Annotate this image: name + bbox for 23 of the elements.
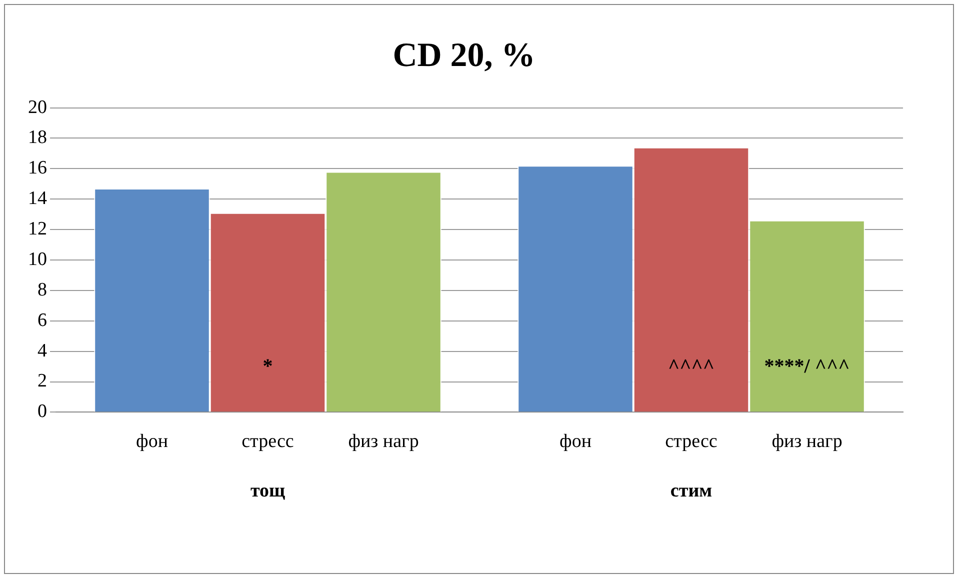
y-tick-label: 18 [28,127,47,148]
y-tick-label: 10 [28,248,47,270]
y-tick-label: 20 [28,96,47,118]
y-tick-label: 6 [38,310,47,331]
y-tick-label: 4 [38,340,48,362]
y-tick-label: 8 [38,279,47,300]
y-tick-label: 14 [28,188,48,210]
data-label: ****/ ^^^ [764,355,850,378]
series-label: стресс [242,431,294,452]
text: физ нагр [772,431,842,452]
text: стресс [665,431,718,452]
y-tick-label: 2 [38,370,47,392]
y-tick-label: 12 [28,218,47,240]
chart-title: CD 20, % [392,37,536,74]
y-tick-label: 0 [38,401,47,422]
x-tick-label: стим [670,480,712,502]
series-label: физ нагр [348,431,419,452]
series-label: фон [136,431,168,452]
text: фон [560,431,592,452]
data-label: ^^^^ [668,355,714,378]
y-tick-label: 16 [28,158,47,179]
data-label: * [262,355,273,378]
x-tick-label: тощ [250,480,286,502]
